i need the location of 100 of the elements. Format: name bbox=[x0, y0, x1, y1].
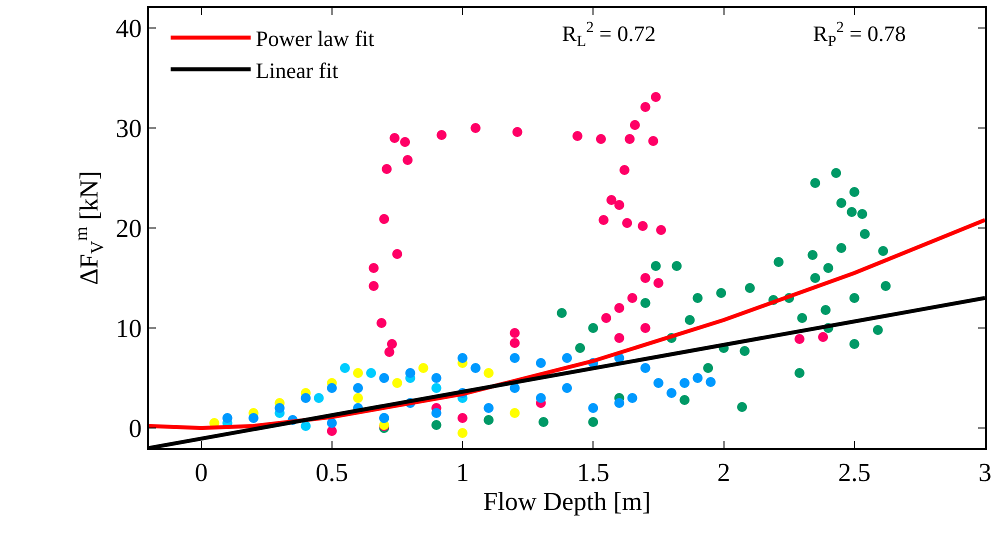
point bbox=[640, 363, 650, 373]
point bbox=[314, 393, 324, 403]
point bbox=[598, 215, 609, 225]
point bbox=[536, 358, 546, 368]
point bbox=[376, 318, 387, 328]
point bbox=[836, 198, 846, 208]
point bbox=[274, 403, 285, 413]
x-axis-title: Flow Depth [m] bbox=[483, 487, 651, 516]
point bbox=[680, 395, 690, 405]
point bbox=[575, 343, 586, 353]
y-tick-label: 30 bbox=[116, 114, 142, 144]
point bbox=[248, 413, 258, 423]
point bbox=[562, 353, 572, 363]
point bbox=[510, 353, 520, 363]
point bbox=[653, 378, 664, 388]
point bbox=[857, 209, 868, 219]
point bbox=[706, 377, 716, 387]
point bbox=[849, 339, 860, 349]
point bbox=[640, 102, 650, 112]
point bbox=[872, 325, 883, 335]
point bbox=[630, 120, 640, 130]
point bbox=[601, 313, 612, 323]
point bbox=[614, 303, 624, 313]
point bbox=[614, 333, 624, 343]
point bbox=[405, 368, 416, 378]
point bbox=[382, 164, 392, 174]
point bbox=[640, 298, 650, 308]
point bbox=[849, 187, 860, 197]
point bbox=[808, 250, 818, 260]
x-tick-label: 3 bbox=[978, 458, 992, 488]
point bbox=[680, 378, 690, 388]
point bbox=[880, 281, 891, 291]
point bbox=[716, 288, 726, 298]
point bbox=[596, 134, 606, 144]
point bbox=[418, 363, 428, 373]
point bbox=[810, 273, 820, 283]
point bbox=[510, 328, 520, 338]
point bbox=[614, 200, 624, 210]
point bbox=[627, 393, 638, 403]
point bbox=[384, 347, 394, 357]
point bbox=[458, 353, 468, 363]
point bbox=[846, 207, 857, 217]
point bbox=[484, 368, 494, 378]
point bbox=[831, 168, 842, 178]
point bbox=[650, 92, 661, 102]
point bbox=[512, 127, 522, 137]
point bbox=[588, 403, 598, 413]
point bbox=[794, 334, 805, 344]
point bbox=[692, 373, 703, 383]
point bbox=[703, 363, 714, 373]
point bbox=[436, 130, 447, 140]
point bbox=[326, 418, 337, 428]
point bbox=[536, 393, 546, 403]
point bbox=[353, 383, 363, 393]
point bbox=[392, 249, 402, 259]
x-tick-label: 1.5 bbox=[576, 458, 610, 488]
point bbox=[470, 363, 481, 373]
point bbox=[340, 363, 350, 373]
point bbox=[820, 305, 831, 315]
y-tick-label: 20 bbox=[116, 214, 142, 244]
point bbox=[744, 283, 755, 293]
point bbox=[653, 278, 664, 288]
point bbox=[431, 383, 442, 393]
point bbox=[366, 368, 376, 378]
y-tick-label: 0 bbox=[128, 414, 142, 444]
point bbox=[740, 346, 750, 356]
point bbox=[379, 214, 390, 224]
point bbox=[510, 338, 520, 348]
point bbox=[458, 428, 468, 438]
point bbox=[300, 393, 311, 403]
point bbox=[572, 131, 582, 141]
point bbox=[470, 123, 481, 133]
point bbox=[650, 261, 661, 271]
point bbox=[390, 133, 400, 143]
point bbox=[672, 261, 682, 271]
point bbox=[386, 339, 397, 349]
point bbox=[624, 134, 635, 144]
point bbox=[627, 293, 638, 303]
y-tick-label: 10 bbox=[116, 314, 142, 344]
legend-label: Linear fit bbox=[256, 58, 338, 83]
point bbox=[860, 229, 870, 239]
point bbox=[326, 383, 337, 393]
x-tick-label: 2.5 bbox=[838, 458, 871, 488]
x-tick-label: 2 bbox=[717, 458, 730, 488]
point bbox=[458, 413, 468, 423]
point bbox=[606, 195, 616, 205]
point bbox=[836, 243, 846, 253]
point bbox=[353, 393, 363, 403]
point bbox=[794, 368, 805, 378]
point bbox=[849, 293, 860, 303]
point bbox=[810, 178, 820, 188]
point bbox=[640, 323, 650, 333]
point bbox=[562, 383, 572, 393]
point bbox=[622, 218, 632, 228]
point bbox=[556, 308, 567, 318]
annotation: R$_{P}$$^{2}$ = 0.78 bbox=[813, 19, 906, 50]
point bbox=[638, 221, 648, 231]
point bbox=[774, 257, 784, 267]
point bbox=[222, 413, 232, 423]
point bbox=[484, 415, 494, 425]
